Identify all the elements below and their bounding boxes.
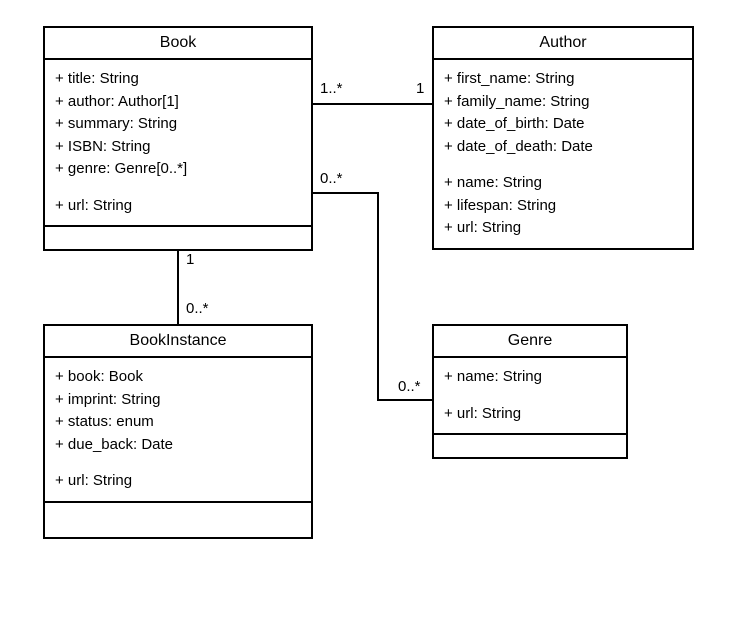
class-body-author: + first_name: String + family_name: Stri…: [434, 60, 692, 248]
attr: + first_name: String: [444, 68, 682, 91]
class-book: Book + title: String + author: Author[1]…: [43, 26, 313, 251]
mult-book-genre-genre: 0..*: [398, 378, 421, 395]
attr-separator: [55, 456, 301, 470]
attr: + imprint: String: [55, 389, 301, 412]
mult-book-bookinstance-bottom: 0..*: [186, 300, 209, 317]
class-author: Author + first_name: String + family_nam…: [432, 26, 694, 250]
mult-book-author-right: 1: [416, 80, 424, 97]
class-body-genre: + name: String + url: String: [434, 358, 626, 435]
attr: + ISBN: String: [55, 136, 301, 159]
attr: + url: String: [444, 217, 682, 240]
attr: + due_back: Date: [55, 434, 301, 457]
attr-separator: [55, 181, 301, 195]
class-foot-bookinstance: [45, 503, 311, 537]
attr: + date_of_death: Date: [444, 136, 682, 159]
attr: + name: String: [444, 366, 616, 389]
attr: + url: String: [55, 195, 301, 218]
class-foot-genre: [434, 435, 626, 457]
attr: + date_of_birth: Date: [444, 113, 682, 136]
mult-book-bookinstance-top: 1: [186, 251, 194, 268]
class-bookinstance: BookInstance + book: Book + imprint: Str…: [43, 324, 313, 539]
attr: + book: Book: [55, 366, 301, 389]
attr: + title: String: [55, 68, 301, 91]
mult-book-genre-book: 0..*: [320, 170, 343, 187]
attr: + url: String: [55, 470, 301, 493]
attr: + family_name: String: [444, 91, 682, 114]
mult-book-author-left: 1..*: [320, 80, 343, 97]
attr: + genre: Genre[0..*]: [55, 158, 301, 181]
attr: + summary: String: [55, 113, 301, 136]
attr: + name: String: [444, 172, 682, 195]
class-title-genre: Genre: [434, 326, 626, 358]
class-title-book: Book: [45, 28, 311, 60]
class-body-book: + title: String + author: Author[1] + su…: [45, 60, 311, 227]
class-genre: Genre + name: String + url: String: [432, 324, 628, 459]
class-title-author: Author: [434, 28, 692, 60]
attr-separator: [444, 158, 682, 172]
class-title-bookinstance: BookInstance: [45, 326, 311, 358]
edge-book-genre: [313, 193, 432, 400]
attr: + author: Author[1]: [55, 91, 301, 114]
class-foot-book: [45, 227, 311, 249]
attr-separator: [444, 389, 616, 403]
attr: + lifespan: String: [444, 195, 682, 218]
uml-diagram: Book + title: String + author: Author[1]…: [0, 0, 737, 620]
attr: + status: enum: [55, 411, 301, 434]
class-body-bookinstance: + book: Book + imprint: String + status:…: [45, 358, 311, 503]
attr: + url: String: [444, 403, 616, 426]
